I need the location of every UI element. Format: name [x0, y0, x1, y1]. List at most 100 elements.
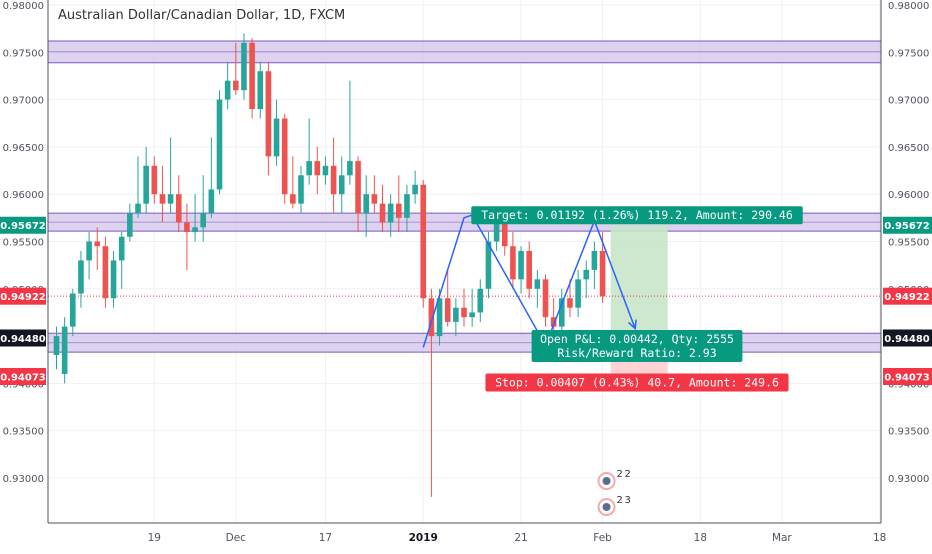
candle-body[interactable] [127, 213, 133, 237]
stop-label[interactable]: Stop: 0.00407 (0.43%) 40.7, Amount: 249.… [485, 373, 789, 392]
candle-body[interactable] [167, 194, 174, 204]
candle-body[interactable] [273, 118, 280, 157]
candle-body[interactable] [428, 298, 435, 337]
candle-body[interactable] [363, 194, 369, 214]
candle-body[interactable] [420, 184, 427, 299]
y-tick-label-left: 0.97500 [3, 48, 44, 59]
candle-body[interactable] [371, 194, 378, 204]
price-tag-right[interactable] [883, 367, 932, 385]
candle-body[interactable] [314, 161, 321, 176]
event-markers: 2 22 3 [597, 469, 631, 516]
candle-body[interactable] [290, 194, 296, 204]
candle-body[interactable] [151, 165, 158, 195]
price-tag-left-text: 0.95672 [0, 221, 46, 232]
candle-body[interactable] [94, 241, 101, 247]
price-tag-left-text: 0.94480 [0, 334, 46, 345]
candle-body[interactable] [118, 236, 125, 261]
target-label[interactable]: Target: 0.01192 (1.26%) 119.2, Amount: 2… [471, 206, 803, 225]
candle-body[interactable] [485, 241, 492, 289]
stop-label-text: Stop: 0.00407 (0.43%) 40.7, Amount: 249.… [495, 375, 779, 389]
candle-body[interactable] [70, 293, 76, 327]
candle-body[interactable] [583, 269, 590, 280]
pl-label[interactable]: Open P&L: 0.00442, Qty: 2555Risk/Reward … [531, 330, 743, 362]
price-tag-left[interactable] [0, 367, 46, 385]
candle-body[interactable] [477, 288, 484, 313]
candle-body[interactable] [444, 298, 451, 322]
candle-body[interactable] [306, 161, 312, 176]
candle-body[interactable] [86, 241, 92, 261]
candle-body[interactable] [379, 203, 386, 223]
pattern-path[interactable] [422, 214, 636, 348]
candle-body[interactable] [338, 175, 345, 195]
candle-body[interactable] [102, 246, 109, 299]
candle-body[interactable] [135, 203, 141, 214]
target-zone[interactable] [610, 225, 668, 338]
candle-body[interactable] [143, 165, 149, 204]
candle-body[interactable] [224, 80, 231, 100]
candle-body[interactable] [396, 203, 402, 218]
candle-body[interactable] [192, 227, 198, 233]
candle-body[interactable] [591, 250, 598, 270]
price-tag-left[interactable] [0, 329, 46, 347]
candle-body[interactable] [330, 165, 337, 195]
candle-body[interactable] [159, 194, 166, 204]
candle-body[interactable] [355, 161, 361, 214]
price-tag-right-text: 0.95672 [884, 221, 930, 232]
candle-body[interactable] [526, 250, 532, 289]
y-tick-label-right: 0.96500 [888, 143, 929, 154]
candle-body[interactable] [404, 194, 410, 218]
price-tag-left[interactable] [0, 287, 46, 305]
y-tick-label-right: 0.93000 [888, 474, 929, 485]
candle-body[interactable] [453, 307, 459, 322]
candle-body[interactable] [61, 326, 68, 374]
candle-body[interactable] [257, 71, 264, 110]
candle-body[interactable] [542, 279, 549, 318]
x-tick-label: 2019 [409, 532, 438, 544]
candle-body[interactable] [461, 307, 467, 318]
candle-body[interactable] [78, 260, 84, 294]
candle-body[interactable] [298, 175, 304, 204]
candle-body[interactable] [567, 298, 573, 308]
price-tag-left[interactable] [0, 216, 46, 234]
candle-body[interactable] [559, 298, 565, 327]
pl-label-text: Risk/Reward Ratio: 2.93 [557, 346, 716, 360]
candle-body[interactable] [412, 184, 418, 195]
candle-body[interactable] [534, 279, 541, 289]
x-tick-label: 18 [873, 532, 886, 544]
candle-body[interactable] [550, 317, 557, 327]
candle-body[interactable] [53, 336, 60, 356]
candle-body[interactable] [469, 312, 475, 318]
candle-body[interactable] [184, 222, 190, 233]
price-tag-right[interactable] [883, 287, 932, 305]
y-tick-label-left: 0.93000 [3, 474, 44, 485]
candle-body[interactable] [110, 260, 117, 299]
candle-body[interactable] [518, 250, 524, 280]
candle-body[interactable] [322, 165, 329, 176]
target-label-bg [471, 206, 803, 225]
candle-body[interactable] [200, 213, 206, 228]
y-tick-label-left: 0.96000 [3, 190, 44, 201]
candle-body[interactable] [208, 189, 215, 214]
price-tag-right[interactable] [883, 216, 932, 234]
candle-body[interactable] [493, 222, 500, 242]
candle-body[interactable] [575, 279, 581, 308]
price-tag-right-text: 0.94922 [884, 292, 930, 303]
price-tags: 0.95672 0.95672 0.94922 0.94922 0.94480 0.944… [0, 216, 932, 385]
candle-body[interactable] [175, 194, 182, 223]
candle-body[interactable] [216, 99, 223, 190]
candle-body[interactable] [501, 222, 508, 247]
candle-body[interactable] [265, 71, 272, 157]
candle-body[interactable] [241, 42, 247, 91]
event-count: 3 [625, 495, 631, 506]
candle-body[interactable] [436, 298, 443, 337]
candle-body[interactable] [510, 246, 516, 280]
candle-body[interactable] [599, 250, 606, 297]
price-tag-right[interactable] [883, 329, 932, 347]
candle-body[interactable] [249, 42, 255, 110]
candle-body[interactable] [387, 203, 394, 223]
candle-body[interactable] [233, 80, 239, 91]
candle-body[interactable] [281, 118, 288, 195]
candle-body[interactable] [347, 161, 353, 176]
